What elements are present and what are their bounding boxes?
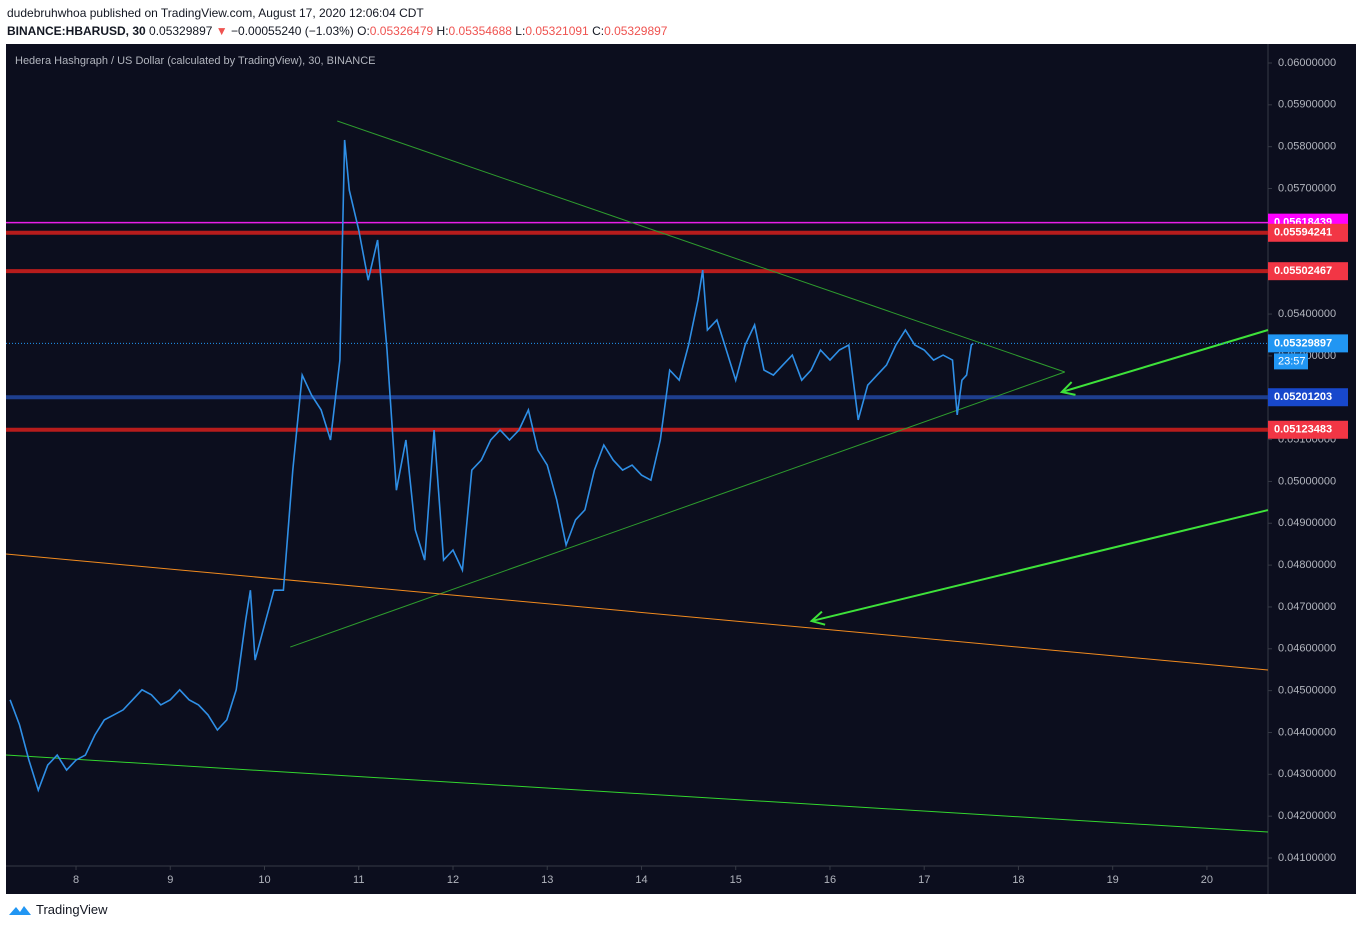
level-badge-label: 0.05123483 bbox=[1274, 424, 1332, 436]
trend-line bbox=[1061, 329, 1269, 393]
y-tick-label: 0.04300000 bbox=[1278, 768, 1336, 780]
x-tick-label: 10 bbox=[258, 874, 270, 886]
x-tick-label: 18 bbox=[1012, 874, 1024, 886]
x-tick-label: 9 bbox=[167, 874, 173, 886]
y-tick-label: 0.05700000 bbox=[1278, 182, 1336, 194]
arrow-head bbox=[809, 610, 826, 626]
x-tick-label: 17 bbox=[918, 874, 930, 886]
header: dudebruhwhoa published on TradingView.co… bbox=[7, 4, 667, 40]
level-badge bbox=[1268, 223, 1348, 242]
level-badge bbox=[1268, 388, 1348, 407]
arrow-head bbox=[1059, 381, 1076, 396]
ohlc-key: C: bbox=[592, 24, 605, 38]
level-badge-label: 0.05594241 bbox=[1274, 227, 1332, 239]
ohlc-value: 0.05354688 bbox=[448, 24, 512, 38]
y-tick-label: 0.04900000 bbox=[1278, 517, 1336, 529]
trend-line bbox=[337, 120, 1065, 373]
y-tick-label: 0.04600000 bbox=[1278, 643, 1336, 655]
level-badge-label: 0.05201203 bbox=[1274, 391, 1332, 403]
ohlc-value: 0.05326479 bbox=[369, 24, 434, 38]
level-badge bbox=[1268, 420, 1348, 439]
y-tick-label: 0.06000000 bbox=[1278, 57, 1336, 69]
x-tick-label: 16 bbox=[824, 874, 836, 886]
trend-line bbox=[811, 509, 1269, 623]
ohlc-value: 0.05329897 bbox=[604, 24, 668, 38]
level-badge bbox=[1268, 262, 1348, 281]
x-tick-label: 8 bbox=[73, 874, 79, 886]
y-tick-label: 0.04400000 bbox=[1278, 726, 1336, 738]
trend-line bbox=[5, 754, 1269, 833]
legend-title: Hedera Hashgraph / US Dollar (calculated… bbox=[15, 55, 376, 67]
chart-background bbox=[6, 44, 1356, 894]
x-tick-label: 14 bbox=[635, 874, 647, 886]
author-line: dudebruhwhoa published on TradingView.co… bbox=[7, 6, 424, 20]
change: −0.00055240 (−1.03%) bbox=[231, 24, 354, 38]
trend-line bbox=[290, 371, 1065, 648]
y-tick-label: 0.04100000 bbox=[1278, 852, 1336, 864]
brand: TradingView bbox=[36, 902, 108, 917]
y-tick-label: 0.04500000 bbox=[1278, 685, 1336, 697]
ohlc-key: O: bbox=[357, 24, 370, 38]
countdown-label: 23:57 bbox=[1278, 355, 1306, 367]
y-tick-label: 0.05000000 bbox=[1278, 475, 1336, 487]
ohlc-value: 0.05321091 bbox=[525, 24, 589, 38]
logo-icon bbox=[9, 905, 31, 915]
arrow: ▼ bbox=[215, 24, 228, 38]
level-badge-label: 0.05502467 bbox=[1274, 265, 1332, 277]
last-price-label: 0.05329897 bbox=[1274, 337, 1332, 349]
x-tick-label: 13 bbox=[541, 874, 553, 886]
countdown-badge bbox=[1274, 353, 1308, 370]
symbol: BINANCE:HBARUSD, 30 bbox=[7, 24, 146, 38]
x-tick-label: 15 bbox=[730, 874, 742, 886]
x-tick-label: 11 bbox=[353, 874, 364, 886]
x-tick-label: 19 bbox=[1107, 874, 1119, 886]
quote-line: BINANCE:HBARUSD, 30 0.05329897 ▼ −0.0005… bbox=[7, 22, 667, 40]
last-price-badge bbox=[1268, 334, 1348, 353]
ohlc-key: H: bbox=[436, 24, 449, 38]
y-tick-label: 0.05800000 bbox=[1278, 141, 1336, 153]
footer: TradingView bbox=[8, 902, 108, 917]
y-tick-label: 0.04700000 bbox=[1278, 601, 1336, 613]
x-tick-label: 20 bbox=[1201, 874, 1213, 886]
last: 0.05329897 bbox=[149, 24, 213, 38]
y-tick-label: 0.04200000 bbox=[1278, 810, 1336, 822]
ohlc: O:0.05326479 H:0.05354688 L:0.05321091 C… bbox=[357, 24, 667, 38]
ohlc-key: L: bbox=[515, 24, 526, 38]
x-tick-label: 12 bbox=[447, 874, 459, 886]
trend-line bbox=[5, 553, 1269, 671]
price-line bbox=[9, 139, 974, 793]
y-tick-label: 0.05900000 bbox=[1278, 99, 1336, 111]
y-tick-label: 0.05400000 bbox=[1278, 308, 1336, 320]
y-tick-label: 0.04800000 bbox=[1278, 559, 1336, 571]
